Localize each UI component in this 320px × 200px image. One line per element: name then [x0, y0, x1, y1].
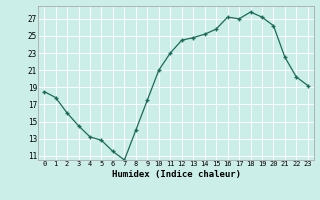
X-axis label: Humidex (Indice chaleur): Humidex (Indice chaleur) — [111, 170, 241, 179]
